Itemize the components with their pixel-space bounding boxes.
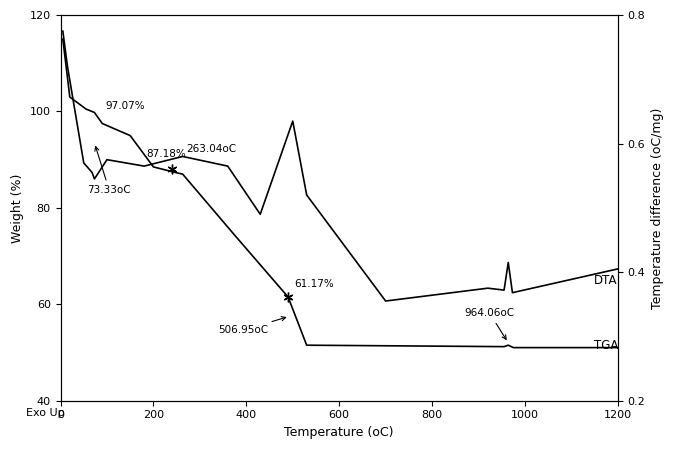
- X-axis label: Temperature (oC): Temperature (oC): [284, 426, 394, 439]
- Text: 964.06oC: 964.06oC: [464, 308, 515, 339]
- Y-axis label: Weight (%): Weight (%): [11, 173, 24, 243]
- Y-axis label: Temperature difference (oC/mg): Temperature difference (oC/mg): [651, 107, 664, 309]
- Text: TGA: TGA: [594, 339, 618, 352]
- Text: 73.33oC: 73.33oC: [88, 147, 131, 195]
- Text: 87.18%: 87.18%: [146, 149, 186, 159]
- Text: 61.17%: 61.17%: [294, 279, 334, 289]
- Text: DTA: DTA: [594, 274, 617, 287]
- Text: Exo Up: Exo Up: [26, 408, 64, 418]
- Text: 97.07%: 97.07%: [105, 101, 145, 111]
- Text: 506.95oC: 506.95oC: [219, 317, 286, 335]
- Text: 263.04oC: 263.04oC: [186, 144, 236, 154]
